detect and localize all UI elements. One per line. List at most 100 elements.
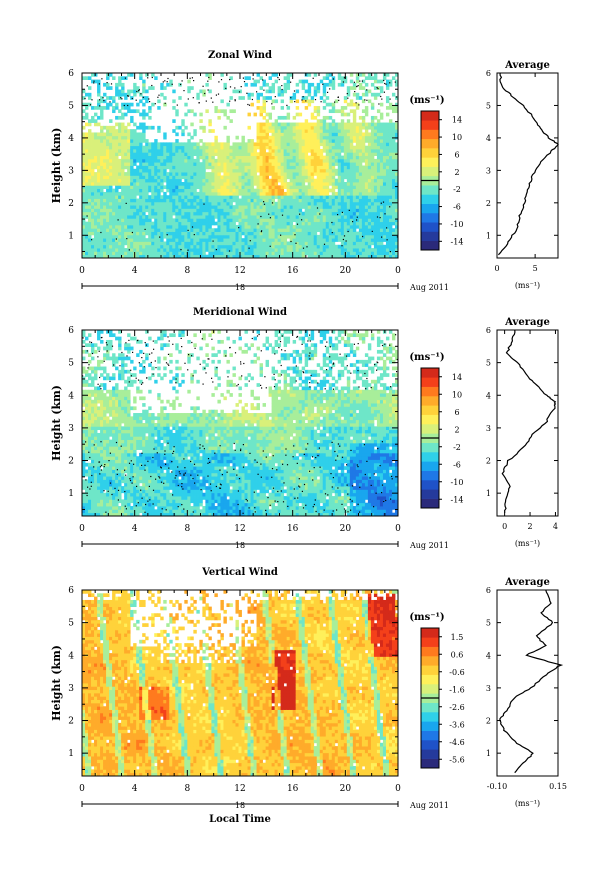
heatmap-cell — [313, 238, 318, 242]
heatmap-cell — [127, 145, 131, 150]
heatmap-cell — [277, 221, 282, 226]
heatmap-cell — [115, 228, 119, 232]
heatmap-cell — [385, 106, 390, 110]
heatmap-cell — [235, 195, 239, 199]
contour-dot — [290, 81, 292, 83]
heatmap-cell — [259, 254, 263, 259]
heatmap-cell — [241, 162, 245, 166]
heatmap-cell — [244, 168, 248, 173]
heatmap-cell — [322, 158, 327, 163]
heatmap-cell — [310, 201, 315, 206]
heatmap-cell — [103, 195, 107, 199]
heatmap-cell — [367, 254, 372, 259]
heatmap-cell — [283, 205, 288, 209]
heatmap-cell — [289, 224, 294, 229]
heatmap-cell — [148, 251, 152, 256]
heatmap-cell — [133, 201, 137, 206]
heatmap-cell — [301, 251, 306, 256]
heatmap-cell — [220, 234, 224, 239]
heatmap-cell — [376, 152, 381, 156]
heatmap-cell — [262, 254, 266, 259]
heatmap-cell — [361, 215, 366, 219]
heatmap-cell — [160, 188, 164, 193]
heatmap-cell — [322, 241, 327, 246]
heatmap-cell — [196, 145, 200, 150]
heatmap-cell — [130, 231, 134, 236]
heatmap-cell — [220, 142, 224, 147]
heatmap-cell — [298, 182, 303, 186]
heatmap-cell — [115, 188, 119, 193]
heatmap-cell — [169, 244, 173, 249]
heatmap-cell — [118, 238, 122, 242]
heatmap-cell — [97, 201, 101, 206]
heatmap-cell — [160, 201, 164, 206]
heatmap-cell — [358, 152, 363, 156]
heatmap-cell — [154, 142, 158, 147]
heatmap-cell — [259, 234, 263, 239]
heatmap-cell — [268, 254, 272, 259]
heatmap-cell — [334, 172, 339, 176]
heatmap-cell — [388, 139, 393, 143]
heatmap-cell — [166, 182, 170, 186]
heatmap-cell — [172, 244, 176, 249]
heatmap-cell — [211, 145, 215, 150]
heatmap-cell — [208, 234, 212, 239]
heatmap-cell — [100, 132, 104, 137]
heatmap-cell — [319, 224, 324, 229]
heatmap-cell — [85, 224, 89, 229]
heatmap-cell — [364, 224, 369, 229]
heatmap-cell — [157, 188, 161, 193]
heatmap-cell — [187, 79, 191, 84]
heatmap-cell — [370, 92, 375, 97]
heatmap-cell — [247, 175, 251, 180]
heatmap-cell — [124, 96, 128, 100]
heatmap-cell — [346, 215, 351, 219]
heatmap-cell — [220, 248, 224, 252]
heatmap-cell — [331, 185, 336, 190]
heatmap-cell — [358, 248, 363, 252]
contour-dot — [331, 221, 333, 224]
heatmap-cell — [313, 231, 318, 236]
heatmap-cell — [271, 231, 276, 236]
heatmap-cell — [226, 182, 230, 186]
heatmap-cell — [181, 122, 185, 127]
heatmap-cell — [286, 106, 291, 110]
heatmap-cell — [298, 152, 303, 156]
heatmap-cell — [121, 172, 125, 176]
heatmap-cell — [394, 241, 399, 246]
heatmap-cell — [121, 254, 125, 259]
heatmap-cell — [358, 129, 363, 133]
heatmap-cell — [166, 172, 170, 176]
heatmap-cell — [148, 221, 152, 226]
heatmap-cell — [379, 132, 384, 137]
heatmap-cell — [193, 188, 197, 193]
heatmap-cell — [148, 182, 152, 186]
heatmap-cell — [340, 205, 345, 209]
heatmap-cell — [205, 198, 209, 203]
heatmap-cell — [268, 115, 272, 120]
heatmap-cell — [370, 251, 375, 256]
heatmap-cell — [277, 244, 282, 249]
heatmap-cell — [265, 215, 269, 219]
heatmap-cell — [277, 178, 282, 183]
heatmap-cell — [139, 234, 143, 239]
heatmap-cell — [238, 142, 242, 147]
heatmap-cell — [103, 228, 107, 232]
heatmap-cell — [283, 122, 288, 127]
heatmap-cell — [82, 383, 86, 387]
contour-dot — [164, 80, 166, 82]
heatmap-cell — [199, 162, 203, 166]
heatmap-cell — [355, 96, 360, 100]
heatmap-cell — [295, 251, 300, 256]
heatmap-cell — [307, 182, 312, 186]
heatmap-cell — [130, 241, 134, 246]
heatmap-cell — [391, 132, 396, 137]
heatmap-cell — [295, 215, 300, 219]
heatmap-cell — [148, 198, 152, 203]
heatmap-cell — [160, 82, 164, 87]
heatmap-cell — [196, 185, 200, 190]
heatmap-cell — [274, 228, 279, 232]
heatmap-cell — [142, 205, 146, 209]
heatmap-cell — [325, 165, 330, 170]
